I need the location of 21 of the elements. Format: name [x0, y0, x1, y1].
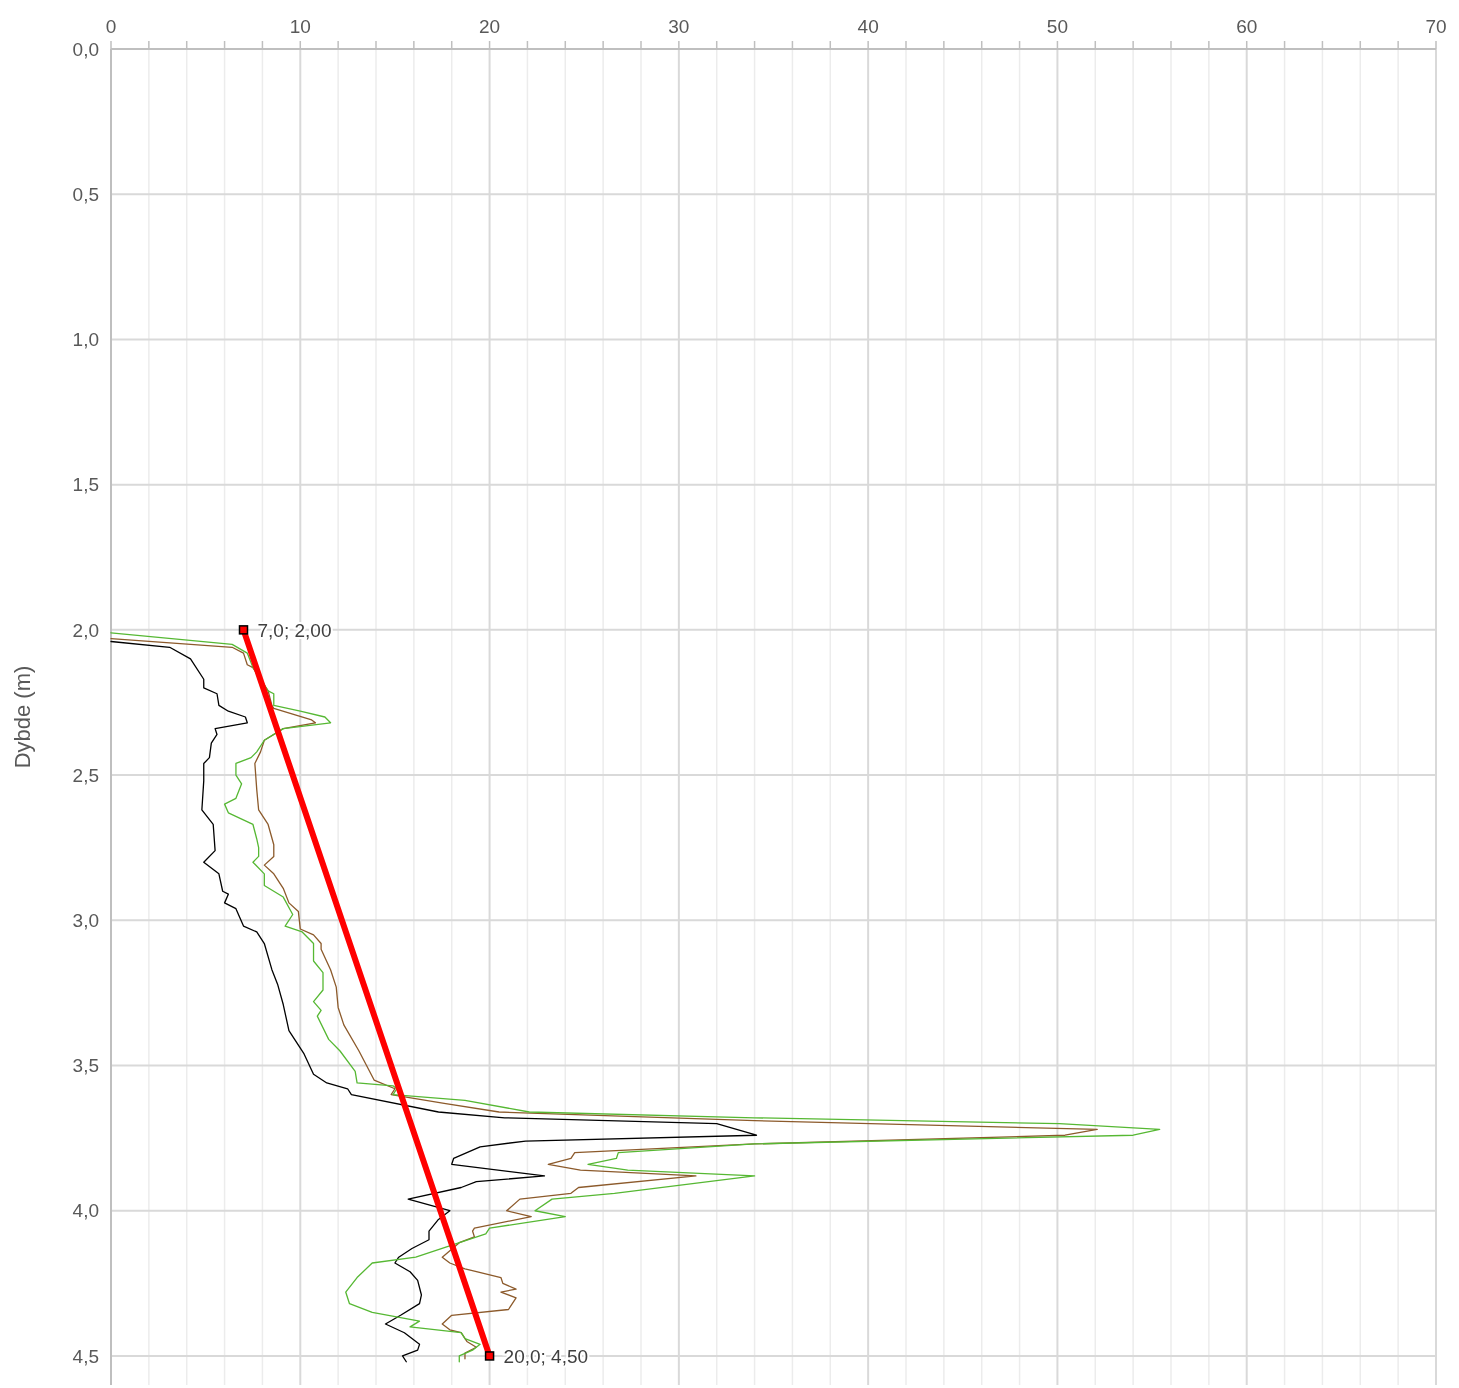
y-axis-title: Dybde (m)	[9, 665, 35, 769]
x-tick-label: 30	[668, 16, 690, 37]
x-tick-label: 20	[479, 16, 501, 37]
x-tick-label: 0	[105, 16, 117, 37]
y-tick-label: 1,0	[72, 329, 99, 351]
y-tick-label: 4,0	[72, 1200, 99, 1222]
y-tick-label: 3,0	[72, 909, 99, 931]
y-tick-label: 2,5	[72, 764, 99, 786]
x-tick-label: 70	[1425, 16, 1447, 37]
y-tick-label: 4,5	[72, 1345, 99, 1367]
data-label: 20,0; 4,50	[503, 1345, 589, 1367]
data-label: 7,0; 2,00	[257, 619, 332, 641]
y-tick-label: 0,5	[72, 183, 99, 205]
y-tick-label: 2,0	[72, 619, 99, 641]
x-tick-label: 60	[1236, 16, 1258, 37]
y-tick-label: 3,5	[72, 1055, 99, 1077]
x-tick-label: 40	[857, 16, 879, 37]
y-tick-label: 0,0	[72, 38, 99, 60]
x-tick-label: 50	[1046, 16, 1068, 37]
x-tick-label: 10	[289, 16, 311, 37]
y-tick-label: 1,5	[72, 474, 99, 496]
